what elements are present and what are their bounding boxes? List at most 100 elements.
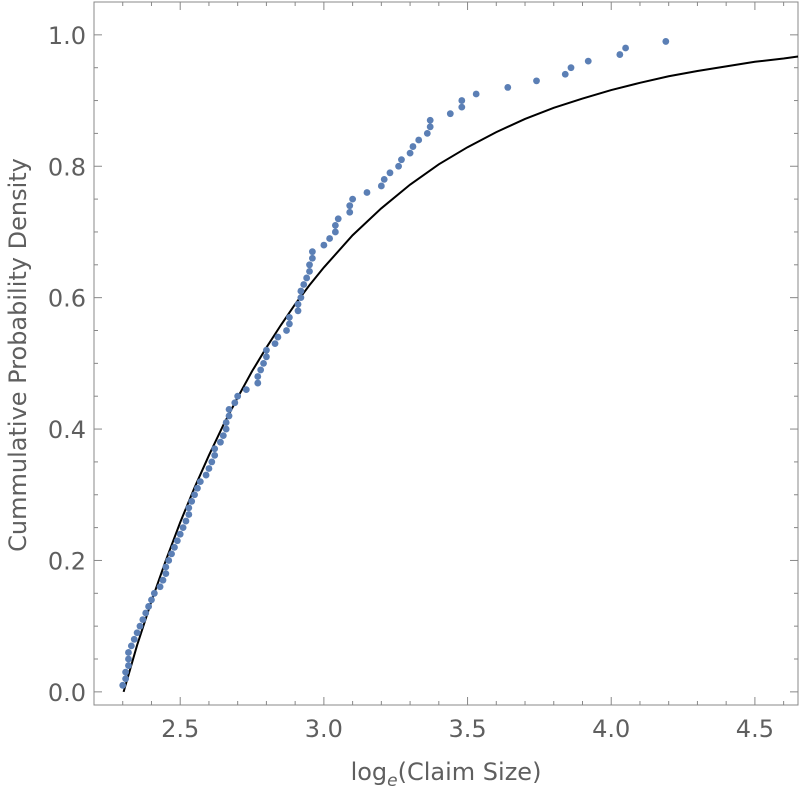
data-point	[283, 327, 290, 334]
data-point	[133, 629, 141, 637]
data-point	[176, 530, 184, 538]
data-point	[142, 609, 150, 617]
data-point	[308, 254, 316, 262]
data-point	[377, 182, 385, 190]
data-point	[331, 228, 339, 236]
data-point	[165, 557, 173, 564]
data-point	[334, 215, 342, 223]
data-point	[202, 471, 210, 479]
data-point	[426, 123, 434, 131]
data-point	[125, 655, 132, 663]
data-point	[274, 333, 282, 341]
empirical-points	[119, 38, 670, 689]
data-point	[162, 563, 170, 571]
data-point	[145, 603, 153, 610]
data-point	[222, 425, 230, 433]
x-axis-title: loge(Claim Size)	[351, 758, 542, 790]
data-point	[122, 668, 130, 676]
data-point	[446, 110, 454, 118]
data-point	[346, 202, 354, 210]
data-point	[211, 451, 219, 459]
data-point	[119, 681, 127, 689]
data-point	[561, 70, 569, 78]
data-point	[185, 511, 193, 518]
data-point	[263, 353, 270, 361]
data-point	[191, 491, 198, 499]
y-tick-label: 0.0	[48, 679, 86, 707]
data-point	[185, 504, 193, 512]
data-point	[458, 103, 466, 111]
data-point	[168, 550, 175, 558]
y-tick-label: 0.8	[48, 153, 86, 181]
data-point	[386, 169, 394, 177]
data-point	[125, 649, 132, 656]
data-point	[406, 149, 414, 157]
data-point	[297, 294, 305, 302]
x-tick-label: 4.5	[736, 715, 774, 743]
data-point	[254, 373, 262, 380]
y-axis-title: Cummulative Probability Density	[4, 158, 32, 552]
data-point	[263, 346, 270, 354]
data-point	[136, 622, 144, 630]
data-point	[217, 438, 224, 446]
data-point	[225, 412, 233, 420]
data-point	[294, 300, 302, 308]
data-point	[363, 189, 371, 196]
data-point	[303, 274, 311, 282]
data-point	[380, 175, 388, 183]
data-point	[271, 340, 279, 348]
data-point	[415, 136, 423, 144]
data-point	[662, 38, 670, 45]
data-point	[297, 287, 305, 295]
fitted-cdf-curve	[122, 55, 799, 693]
axis-ticks	[93, 2, 798, 705]
data-point	[162, 570, 170, 577]
data-point	[331, 221, 339, 229]
data-point	[306, 267, 313, 275]
x-tick-label: 3.0	[305, 715, 343, 743]
data-point	[533, 77, 540, 85]
data-point	[320, 241, 328, 249]
data-point	[148, 596, 155, 604]
y-tick-label: 0.4	[48, 416, 86, 444]
data-point	[171, 543, 178, 551]
data-point	[242, 386, 250, 394]
data-point	[616, 51, 624, 58]
axis-tick-labels: 2.5 3.0 3.5 4.0 4.5 0.0 0.2 0.4 0.6 0.8 1.0	[48, 22, 774, 743]
data-point	[150, 589, 158, 597]
data-point	[173, 537, 181, 545]
data-point	[286, 320, 293, 328]
data-point	[584, 57, 592, 65]
data-point	[219, 432, 227, 440]
plot-frame	[93, 1, 799, 706]
data-point	[300, 281, 308, 288]
data-point	[254, 379, 262, 387]
data-point	[308, 248, 316, 256]
data-point	[179, 524, 187, 532]
data-point	[504, 84, 512, 91]
x-tick-label: 2.5	[161, 715, 199, 743]
data-point	[211, 445, 219, 453]
data-point	[225, 405, 233, 413]
data-point	[196, 478, 204, 486]
data-point	[182, 517, 190, 525]
data-point	[188, 497, 196, 505]
data-point	[130, 635, 138, 643]
data-point	[423, 130, 431, 137]
y-tick-label: 1.0	[48, 22, 86, 50]
data-point	[458, 97, 466, 104]
data-point	[156, 583, 164, 591]
data-point	[349, 195, 357, 203]
data-point	[194, 484, 201, 492]
data-point	[205, 465, 213, 472]
data-point	[567, 64, 575, 72]
data-point	[125, 662, 132, 669]
data-point	[122, 675, 130, 683]
data-point	[231, 399, 239, 407]
data-point	[395, 162, 402, 170]
data-point	[622, 44, 629, 52]
data-point	[326, 235, 334, 242]
data-point	[222, 419, 230, 426]
data-point	[398, 156, 405, 164]
